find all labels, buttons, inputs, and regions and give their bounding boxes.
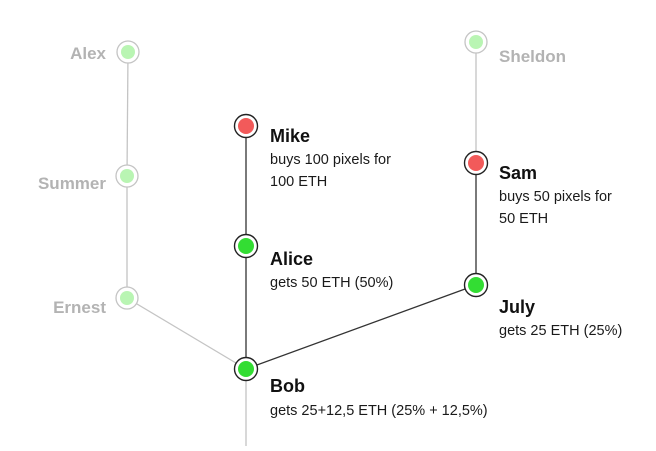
edge-alex-summer <box>126 51 129 177</box>
node-mike-dot <box>238 118 254 134</box>
label-sheldon: Sheldon <box>499 47 567 66</box>
node-alice-dot <box>238 238 254 254</box>
node-alex-dot <box>121 45 135 59</box>
desc-sam-line2: 50 ETH <box>499 211 549 227</box>
label-alex: Alex <box>70 44 106 63</box>
label-sam: Sam <box>499 163 538 183</box>
desc-bob-line1: gets 25+12,5 ETH (25% + 12,5%) <box>270 403 488 419</box>
node-ernest <box>115 286 139 310</box>
node-sheldon <box>464 30 488 54</box>
node-summer <box>115 164 139 188</box>
node-summer-dot <box>120 169 134 183</box>
label-summer: Summer <box>37 174 106 193</box>
node-july-dot <box>468 277 484 293</box>
node-bob <box>233 356 259 382</box>
label-bob: Bob <box>270 376 305 396</box>
desc-mike-line1: buys 100 pixels for <box>270 152 391 168</box>
edge-ernest-bob <box>126 297 247 370</box>
node-alex <box>116 40 140 64</box>
node-bob-dot <box>238 361 254 377</box>
node-sam-dot <box>468 155 484 171</box>
edge-july-bob <box>245 284 477 370</box>
node-mike <box>233 113 259 139</box>
label-ernest: Ernest <box>53 298 106 317</box>
desc-alice-line1: gets 50 ETH (50%) <box>270 275 394 291</box>
label-alice: Alice <box>270 249 314 269</box>
desc-july-line1: gets 25 ETH (25%) <box>499 323 623 339</box>
desc-mike-line2: 100 ETH <box>270 174 328 190</box>
desc-sam-line1: buys 50 pixels for <box>499 189 612 205</box>
node-sheldon-dot <box>469 35 483 49</box>
label-july: July <box>499 297 536 317</box>
node-sam <box>463 150 489 176</box>
node-ernest-dot <box>120 291 134 305</box>
node-alice <box>233 233 259 259</box>
node-july <box>463 272 489 298</box>
label-mike: Mike <box>270 126 311 146</box>
